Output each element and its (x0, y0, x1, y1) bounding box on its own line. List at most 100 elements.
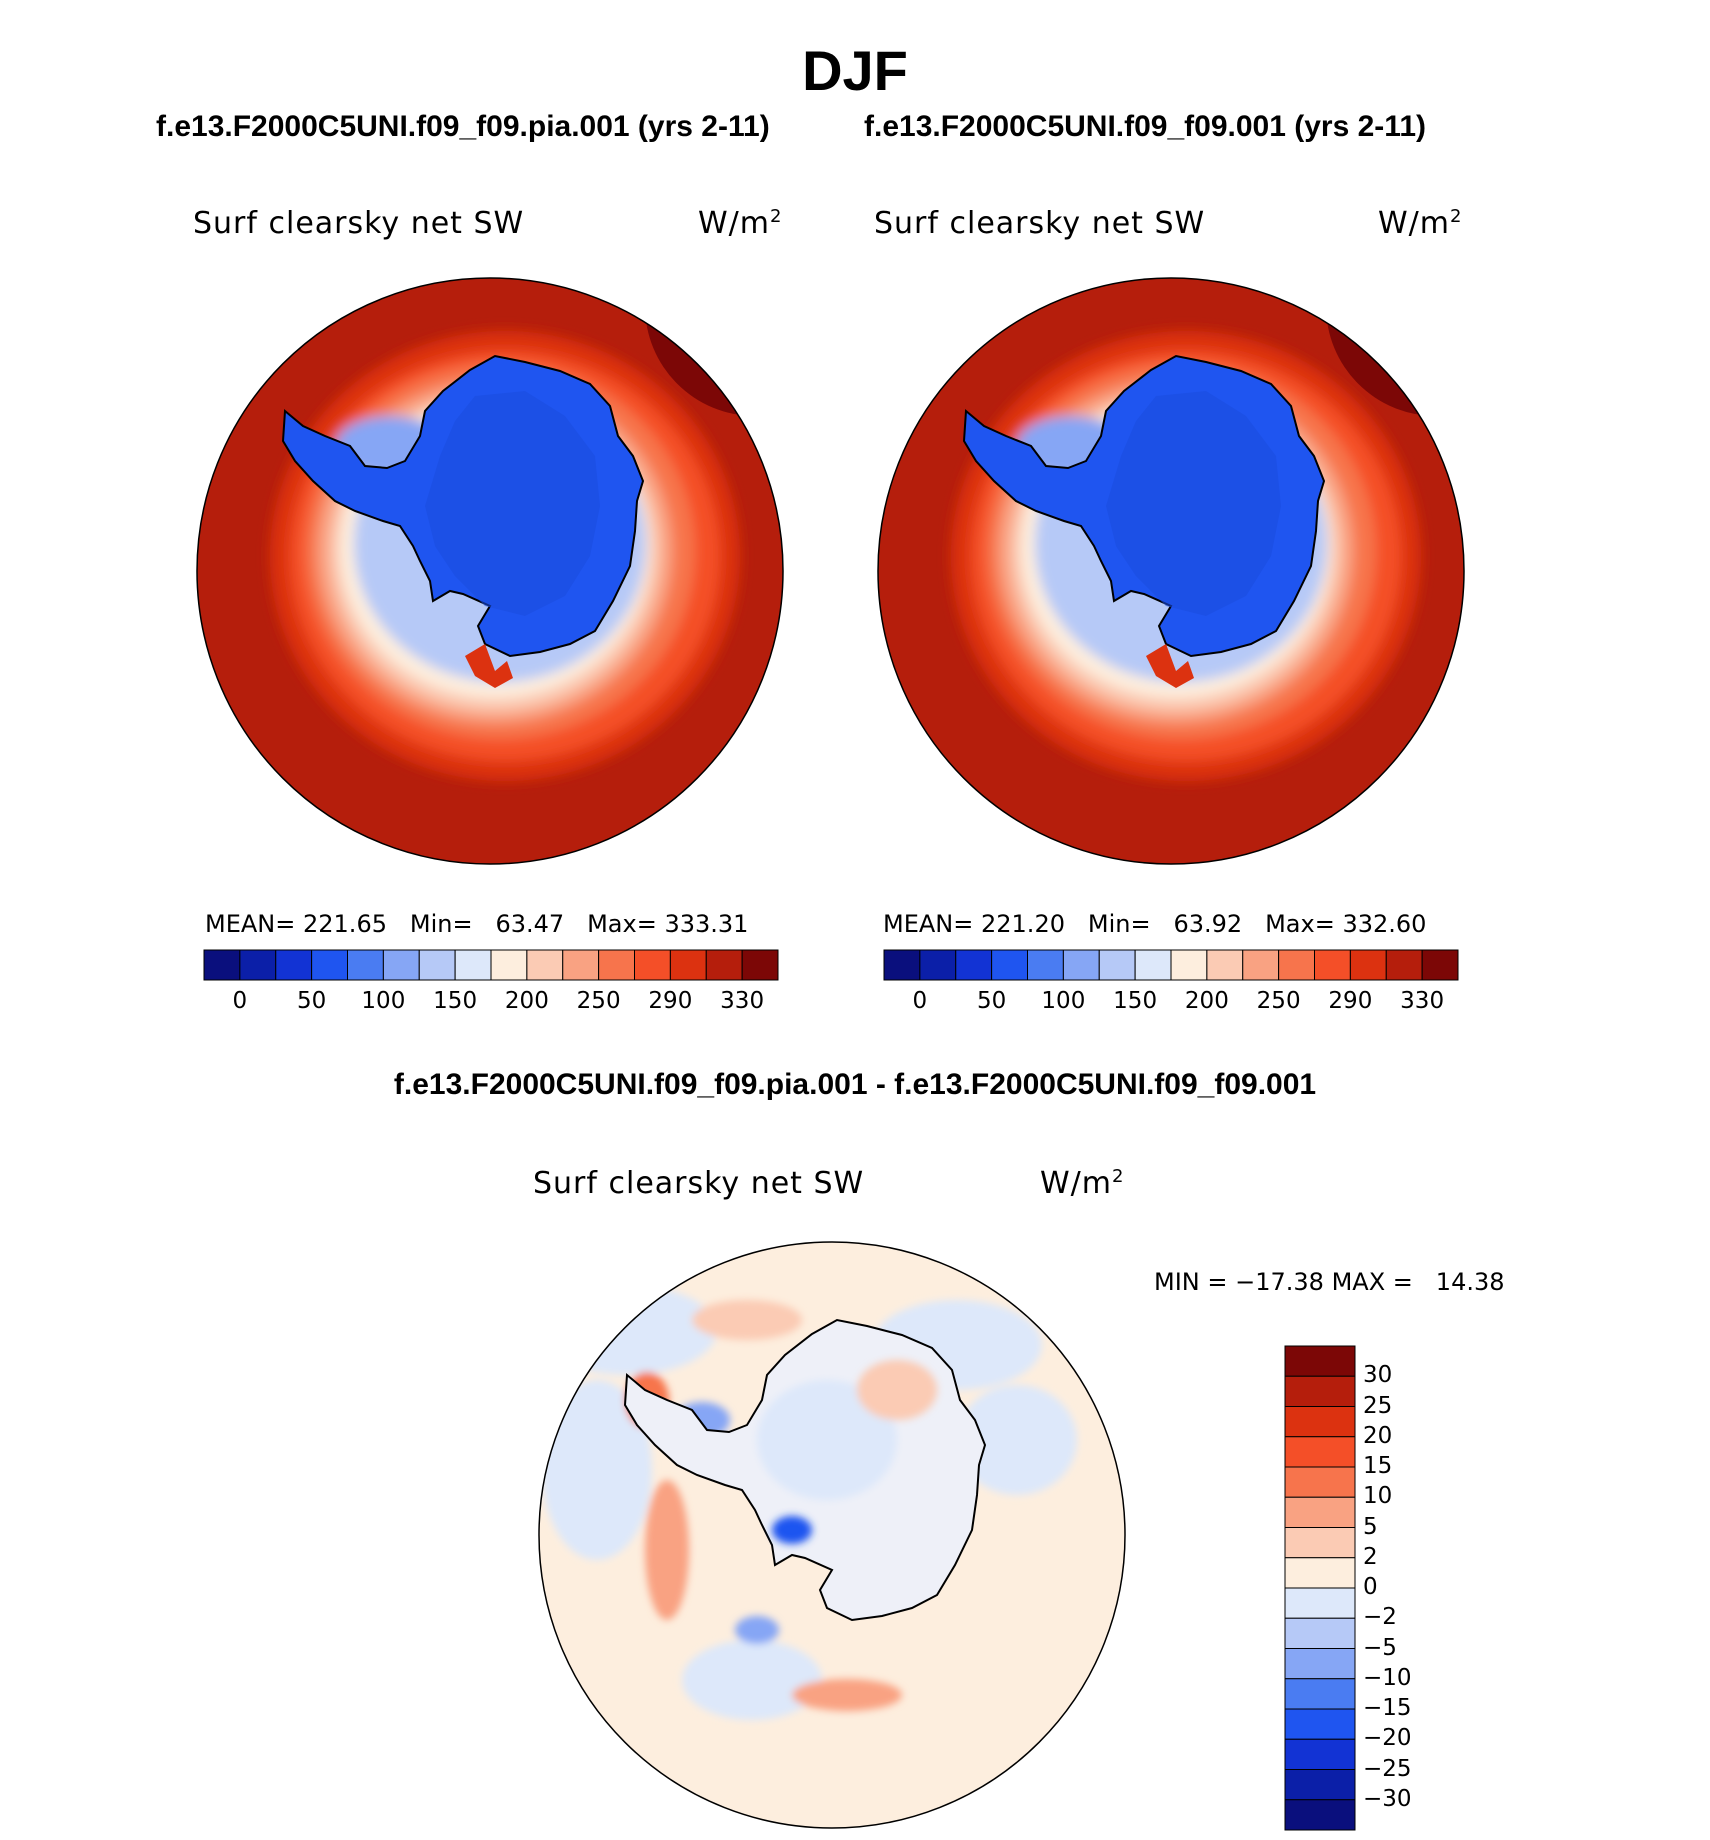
right-case-title: f.e13.F2000C5UNI.f09_f09.001 (yrs 2-11) (864, 110, 1427, 143)
difference-title: f.e13.F2000C5UNI.f09_f09.pia.001 - f.e13… (393, 1068, 1317, 1101)
colorbar-swatch (1284, 1769, 1356, 1801)
anomaly-patch (542, 1380, 652, 1560)
right-units-label: W/m2 (1378, 206, 1463, 241)
colorbar-swatch (1027, 949, 1064, 981)
colorbar-tick-label: 200 (504, 988, 549, 1014)
colorbar-tick-label: 5 (1363, 1513, 1378, 1540)
colorbar-swatch (1284, 1496, 1356, 1528)
diff-variable-label: Surf clearsky net SW (533, 1166, 865, 1201)
colorbar-tick-label: 25 (1363, 1392, 1393, 1419)
colorbar-swatch (1284, 1406, 1356, 1438)
colorbar-swatch (705, 949, 743, 981)
colorbar-tick-label: 0 (232, 988, 248, 1014)
colorbar-tick-label: 150 (433, 988, 478, 1014)
colorbar-tick-label: −20 (1363, 1725, 1412, 1752)
colorbar-swatch (883, 949, 921, 981)
colorbar-swatch (1242, 949, 1280, 981)
colorbar-swatch (1284, 1436, 1356, 1468)
colorbar-swatch (1284, 1678, 1356, 1710)
colorbar-tick-label: 0 (1363, 1574, 1378, 1600)
colorbar-tick-label: −30 (1363, 1785, 1412, 1812)
colorbar-swatch (634, 949, 671, 981)
diff-polar-map (538, 1241, 1126, 1829)
anomaly-patch (539, 1285, 717, 1375)
colorbar-swatch (1278, 949, 1315, 981)
colorbar-swatch (454, 949, 492, 981)
colorbar-swatch (562, 949, 600, 981)
colorbar-swatch (1421, 949, 1459, 981)
colorbar-tick-label: 100 (361, 988, 406, 1014)
diff-min-value: −17.38 (1235, 1268, 1324, 1296)
left-polar-map (196, 277, 784, 865)
season-title: DJF (802, 39, 908, 102)
colorbar-tick-label: −15 (1363, 1695, 1412, 1721)
colorbar-swatch (598, 949, 635, 981)
anomaly-patch (757, 1380, 897, 1500)
colorbar-tick-label: 100 (1041, 988, 1086, 1014)
right-mean-value: 221.20 (981, 910, 1065, 938)
colorbar-tick-label: 200 (1184, 988, 1229, 1014)
anomaly-patch (645, 1480, 689, 1620)
diff-colorbar (1284, 1345, 1356, 1831)
colorbar-swatch (347, 949, 384, 981)
map-boundary (877, 277, 1465, 865)
anomaly-patch (857, 1360, 937, 1420)
colorbar-swatch (275, 949, 313, 981)
colorbar-swatch (1284, 1738, 1356, 1770)
colorbar-tick-label: 20 (1363, 1422, 1393, 1449)
colorbar-tick-label: −5 (1363, 1634, 1397, 1661)
colorbar-swatch (669, 949, 707, 981)
diff-units-label: W/m2 (1040, 1166, 1125, 1201)
colorbar-tick-label: 0 (912, 988, 928, 1014)
anomaly-patch (772, 1516, 812, 1544)
anomaly-patch (682, 1640, 822, 1720)
left-stats: MEAN= 221.65 Min= 63.47 Max= 333.31 (205, 910, 749, 938)
left-colorbar (203, 949, 779, 981)
colorbar-swatch (1206, 949, 1244, 981)
colorbar-swatch (991, 949, 1028, 981)
right-polar-map (877, 277, 1465, 865)
colorbar-swatch (490, 949, 528, 981)
colorbar-swatch (1062, 949, 1100, 981)
diff-stats: MIN = −17.38 MAX = 14.38 (1154, 1268, 1505, 1296)
colorbar-tick-label: 30 (1363, 1362, 1393, 1389)
left-variable-label: Surf clearsky net SW (193, 206, 525, 241)
map-boundary (538, 1241, 1126, 1829)
colorbar-swatch (1284, 1708, 1356, 1740)
colorbar-swatch (1314, 949, 1351, 981)
anomaly-patch (792, 1679, 902, 1711)
colorbar-swatch (1098, 949, 1136, 981)
colorbar-tick-label: 250 (576, 988, 621, 1014)
colorbar-tick-label: 2 (1363, 1543, 1378, 1570)
map-boundary (196, 277, 784, 865)
right-max-value: 332.60 (1342, 910, 1427, 938)
colorbar-tick-label: −10 (1363, 1664, 1412, 1691)
colorbar-swatch (311, 949, 348, 981)
colorbar-tick-label: 330 (720, 988, 765, 1014)
colorbar-swatch (203, 949, 241, 981)
colorbar-swatch (1284, 1557, 1356, 1589)
colorbar-tick-label: −2 (1363, 1604, 1397, 1631)
left-min-value: 63.47 (495, 910, 565, 938)
colorbar-swatch (1349, 949, 1387, 981)
colorbar-tick-label: 50 (296, 988, 327, 1014)
colorbar-swatch (418, 949, 456, 981)
colorbar-tick-label: 150 (1113, 988, 1158, 1014)
colorbar-swatch (955, 949, 993, 981)
anomaly-patch (957, 1385, 1077, 1495)
colorbar-tick-label: 50 (976, 988, 1007, 1014)
colorbar-tick-label: 330 (1400, 988, 1445, 1014)
plateau-region (1106, 391, 1281, 616)
ross-sea-anomaly (1146, 644, 1194, 688)
colorbar-swatch (239, 949, 277, 981)
colorbar-swatch (1170, 949, 1208, 981)
colorbar-swatch (1284, 1466, 1356, 1498)
colorbar-swatch (382, 949, 420, 981)
colorbar-swatch (1385, 949, 1423, 981)
colorbar-swatch (1284, 1587, 1356, 1619)
colorbar-swatch (741, 949, 779, 981)
colorbar-tick-label: 15 (1363, 1453, 1393, 1479)
colorbar-swatch (919, 949, 957, 981)
right-min-value: 63.92 (1173, 910, 1243, 938)
anomaly-patch (735, 1616, 779, 1644)
